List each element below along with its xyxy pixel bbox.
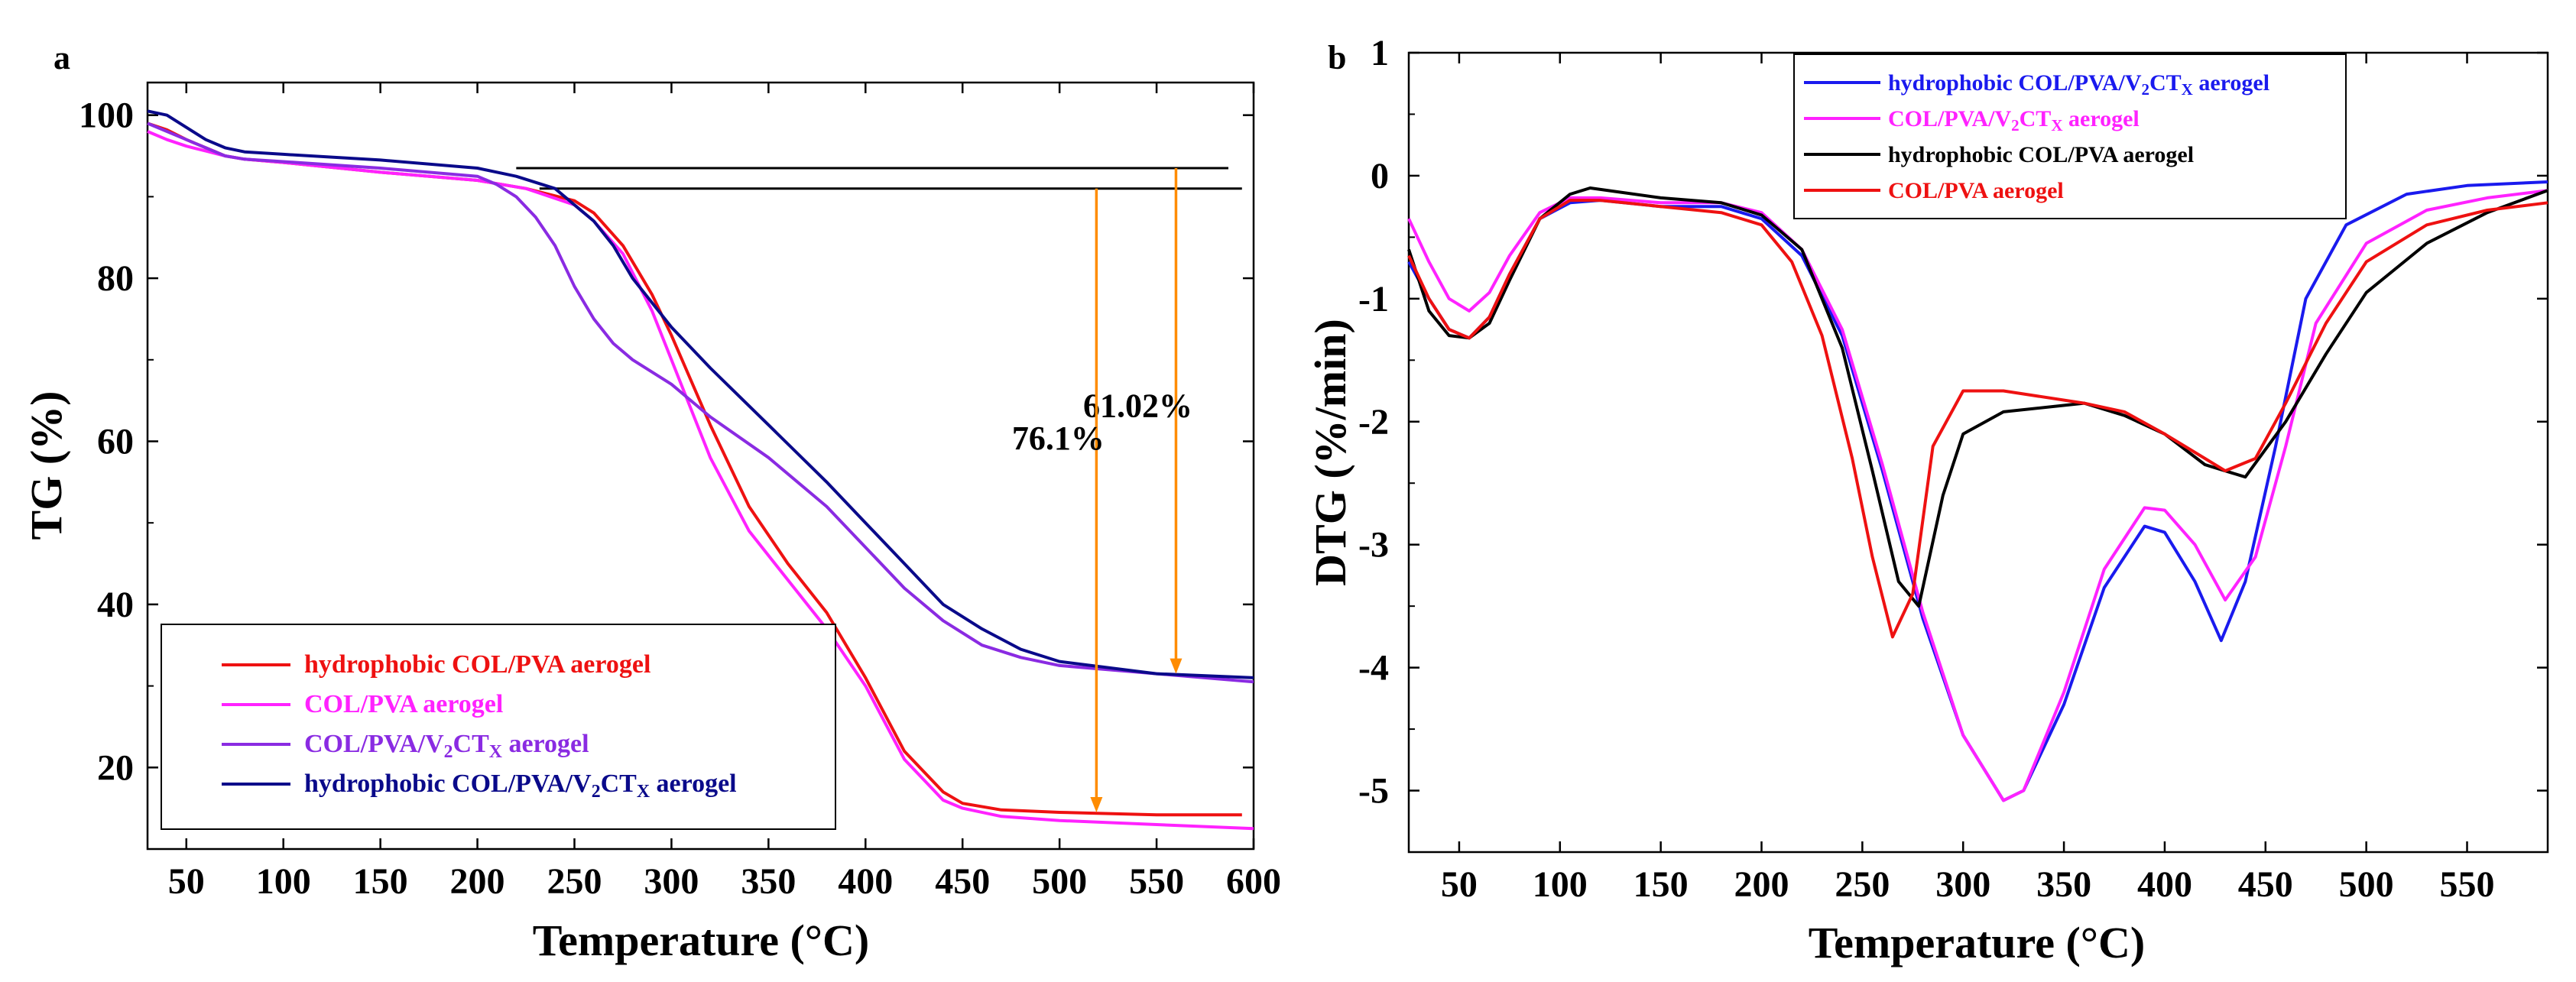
series-line-col-pva-v2ctx-aerogel [147,122,1254,684]
x-tick-label: 250 [1835,864,1890,905]
panel-label-a: a [54,39,70,76]
x-axis-label-b: Temperature (°C) [1809,918,2145,967]
y-tick-label: 20 [97,747,134,788]
y-tick-label: 40 [97,585,134,625]
x-tick-label: 300 [644,861,699,902]
x-tick-label: 200 [450,861,505,902]
x-tick-label: 50 [1441,864,1478,905]
x-axis-ticks-a: 50 100 150 200 250 300 350 400 450 500 550 600 [168,83,1281,902]
x-tick-label: 250 [547,861,602,902]
x-tick-label: 400 [838,861,893,902]
series-lines-a [147,109,1254,831]
plot-frame-b [1407,51,2549,854]
legend-label-hydrophobic-col-pva-v2ctx-aerogel: hydrophobic COL/PVA/V2CTX aerogel [1888,70,2269,99]
x-tick-label: 550 [2440,864,2495,905]
x-tick-label: 200 [1734,864,1789,905]
panel-a-tg-chart: a 20 40 60 80 100 50 100 150 200 250 300 350 400 450… [21,39,1281,965]
y-tick-label: -4 [1358,648,1389,689]
annotation-label: 76.1% [1012,420,1105,457]
y-tick-label: -3 [1358,525,1389,566]
y-axis-label-b: DTG (%/min) [1306,319,1355,586]
legend-b: hydrophobic COL/PVA/V2CTX aerogel COL/PVA… [1804,70,2269,203]
plot-frame-a [146,81,1255,851]
panel-b-dtg-chart: b 1 0 -1 -2 -3 -4 -5 50 100 150 200 250 300 350 400 45… [1306,33,2549,967]
y-tick-label: 0 [1371,156,1389,196]
y-axis-ticks-a: 20 40 60 80 100 [79,96,1254,788]
legend-a: hydrophobic COL/PVA aerogel COL/PVA aerog… [222,650,737,802]
series-lines-b [1407,180,2548,802]
legend-label-col-pva-v2ctx-aerogel: COL/PVA/V2CTX aerogel [1888,106,2140,134]
legend-label-hydrophobic-col-pva-aerogel: hydrophobic COL/PVA aerogel [304,650,650,679]
x-axis-label-a: Temperature (°C) [533,916,869,965]
x-axis-ticks-b: 50 100 150 200 250 300 350 400 450 500 550 [1441,53,2495,905]
reference-lines-a [516,167,1242,190]
x-tick-label: 550 [1129,861,1184,902]
annotation-label: 61.02% [1083,387,1192,424]
x-tick-label: 600 [1226,861,1281,902]
series-line-col-pva-aerogel [1407,199,2548,639]
series-line-col-pva-v2ctx-aerogel [1407,189,2548,802]
legend-label-hydrophobic-col-pva-aerogel: hydrophobic COL/PVA aerogel [1888,142,2194,167]
y-tick-label: -5 [1358,771,1389,812]
x-tick-label: 350 [2036,864,2091,905]
x-tick-label: 350 [741,861,796,902]
x-tick-label: 150 [1634,864,1689,905]
y-tick-label: 60 [97,421,134,462]
legend-label-hydrophobic-col-pva-v2ctx-aerogel: hydrophobic COL/PVA/V2CTX aerogel [304,770,737,802]
annotation-arrowhead [1090,796,1103,812]
series-line-hydrophobic-col-pva-v2ctx-aerogel [147,109,1254,679]
y-tick-label: 1 [1371,33,1389,73]
x-tick-label: 500 [1032,861,1087,902]
x-tick-label: 400 [2137,864,2192,905]
y-axis-ticks-b: 1 0 -1 -2 -3 -4 -5 [1358,33,2548,812]
series-line-hydrophobic-col-pva-v2ctx-aerogel [1407,180,2548,802]
x-tick-label: 100 [256,861,311,902]
x-tick-label: 150 [353,861,408,902]
x-tick-label: 500 [2339,864,2394,905]
legend-box-a [161,624,836,830]
y-tick-label: 80 [97,258,134,299]
y-axis-label-a: TG (%) [21,391,71,540]
y-tick-label: -1 [1358,279,1389,319]
legend-label-col-pva-v2ctx-aerogel: COL/PVA/V2CTX aerogel [304,730,589,762]
x-tick-label: 300 [1935,864,1990,905]
legend-box-b [1793,53,2347,219]
x-tick-label: 100 [1533,864,1588,905]
annotation-arrowhead [1170,658,1183,674]
x-tick-label: 450 [2238,864,2293,905]
annotations-a: 61.02%76.1% [1012,168,1192,812]
y-tick-label: -2 [1358,402,1389,442]
legend-label-col-pva-aerogel: COL/PVA aerogel [1888,178,2064,203]
panel-label-b: b [1328,39,1346,76]
x-tick-label: 50 [168,861,205,902]
y-tick-label: 100 [79,96,134,136]
legend-label-col-pva-aerogel: COL/PVA aerogel [304,690,503,718]
series-line-hydrophobic-col-pva-aerogel [1407,186,2548,608]
x-tick-label: 450 [935,861,990,902]
